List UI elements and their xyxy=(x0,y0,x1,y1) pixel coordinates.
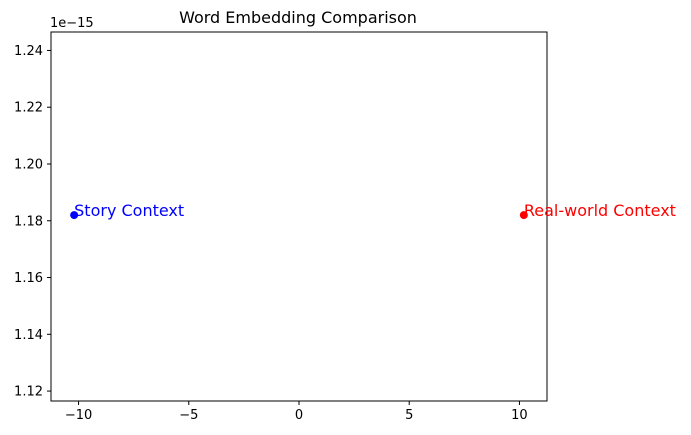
y-tick-label: 1.20 xyxy=(14,157,43,172)
y-tick-label: 1.16 xyxy=(14,271,43,286)
x-tick-label: 10 xyxy=(511,408,528,423)
point-label: Story Context xyxy=(74,201,184,220)
data-point xyxy=(70,211,79,220)
y-axis: 1.12 1.14 1.16 1.18 1.20 1.22 1.24 xyxy=(14,44,51,400)
y-axis-offset-label: 1e−15 xyxy=(50,16,94,31)
y-tick-label: 1.12 xyxy=(14,385,43,400)
point-label: Real-world Context xyxy=(524,201,676,220)
y-tick-label: 1.24 xyxy=(14,44,43,59)
x-tick-label: 5 xyxy=(405,408,413,423)
data-points: Story Context Real-world Context xyxy=(70,201,676,220)
x-axis: −10 −5 0 5 10 xyxy=(65,401,528,423)
y-tick-label: 1.14 xyxy=(14,328,43,343)
chart-title: Word Embedding Comparison xyxy=(179,8,417,27)
y-tick-label: 1.22 xyxy=(14,101,43,116)
x-tick-label: −5 xyxy=(179,408,198,423)
x-tick-label: 0 xyxy=(295,408,303,423)
data-point xyxy=(519,211,528,220)
y-tick-label: 1.18 xyxy=(14,214,43,229)
x-tick-label: −10 xyxy=(65,408,92,423)
